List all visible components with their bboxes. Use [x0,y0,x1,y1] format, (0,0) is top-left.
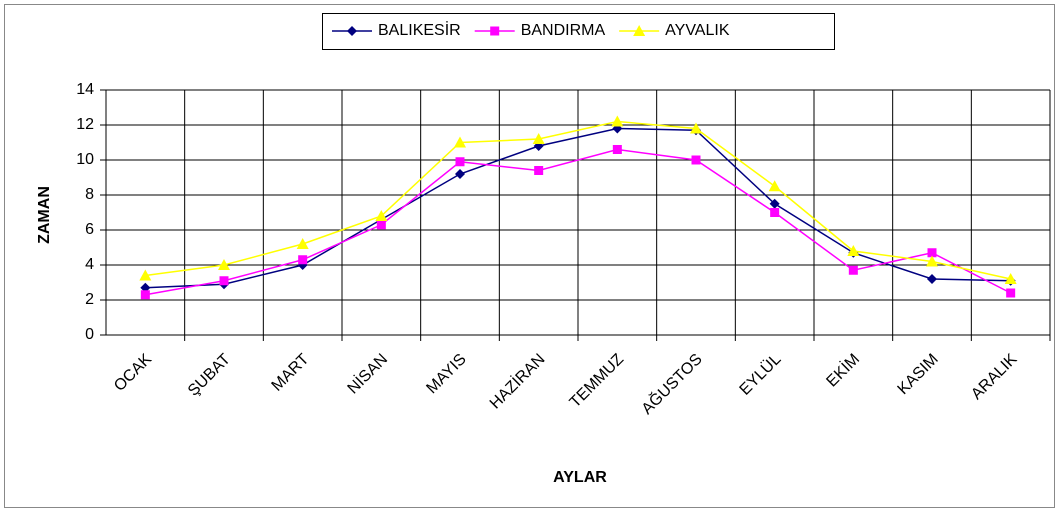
y-axis-title: ZAMAN [36,186,53,244]
marker [298,255,308,265]
marker [1004,273,1017,284]
legend-box [322,13,835,50]
marker [848,265,858,275]
marker [296,238,309,249]
y-tick-label: 4 [85,256,94,273]
marker [927,274,937,284]
marker [927,248,937,258]
marker [376,220,386,230]
series-line [145,148,1012,296]
marker [847,245,860,256]
y-tick-label: 0 [85,326,94,343]
y-tick-label: 6 [85,221,94,238]
marker [347,26,357,36]
x-axis-title: AYLAR [553,469,607,486]
marker [455,157,465,167]
legend-label: AYVALIK [665,22,730,39]
marker [633,25,646,36]
marker [534,166,544,175]
legend-label: BALIKESİR [378,20,461,39]
series-line [145,120,1011,280]
marker [691,155,701,165]
marker [532,133,545,144]
marker [139,269,152,281]
marker [690,122,702,134]
marker [1006,288,1016,298]
marker [769,198,780,209]
marker [490,26,500,36]
chart-frame [4,4,1055,508]
marker [140,290,150,300]
marker [375,210,388,221]
y-tick-label: 10 [76,151,94,168]
marker [218,259,230,270]
marker [612,145,622,154]
marker [768,180,781,192]
marker [455,169,465,179]
y-tick-label: 14 [76,81,94,98]
legend-label: BANDIRMA [521,22,606,39]
y-tick-label: 8 [85,186,94,203]
y-tick-label: 12 [76,116,94,133]
y-tick-label: 2 [85,291,94,308]
series-line [145,127,1011,289]
marker [454,136,466,148]
marker [219,276,229,286]
marker [770,208,780,217]
marker [611,115,624,127]
marker [926,255,938,267]
